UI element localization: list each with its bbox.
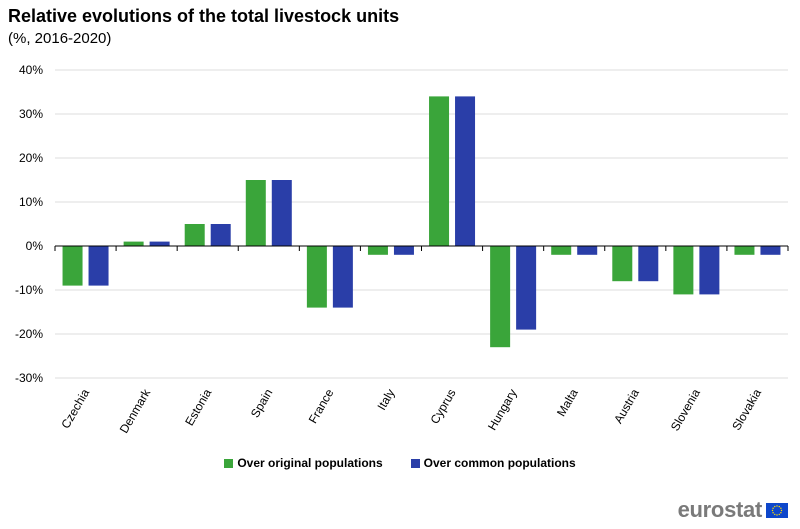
eu-star-icon [780,511,782,513]
legend: Over original populations Over common po… [0,456,800,470]
bar-common-slovenia [699,246,720,295]
bar-common-hungary [516,246,537,330]
y-tick-label: -30% [15,371,43,385]
bar-original-malta [551,246,572,255]
y-tick-label: -20% [15,327,43,341]
legend-label-original: Over original populations [237,456,383,470]
bar-common-france [332,246,353,308]
x-tick-label: Denmark [117,386,154,436]
bar-original-denmark [123,241,144,246]
legend-swatch-original [224,458,234,468]
x-tick-label: Italy [374,387,397,413]
bar-common-spain [271,180,292,246]
eu-star-icon [778,513,780,515]
eu-star-icon [772,511,774,513]
chart-title: Relative evolutions of the total livesto… [8,6,400,26]
bar-original-cyprus [429,96,450,247]
x-tick-label: Estonia [182,386,214,428]
bar-original-hungary [490,246,511,348]
eu-star-icon [774,505,776,507]
eu-star-icon [772,507,774,509]
eu-star-icon [776,504,778,507]
eu-star-icon [776,513,778,516]
legend-label-common: Over common populations [423,456,576,470]
bar-common-cyprus [455,96,476,247]
bar-common-italy [393,246,414,255]
bar-common-estonia [210,224,231,246]
bar-original-estonia [184,224,205,246]
x-tick-label: Spain [248,387,275,421]
bar-common-malta [577,246,598,255]
eurostat-logo: eurostat [678,497,788,523]
eu-star-icon [774,513,776,515]
bar-common-denmark [149,241,170,246]
eu-star-icon [780,509,783,511]
eu-star-icon [771,509,774,511]
bar-common-czechia [88,246,109,286]
x-tick-label: Hungary [485,387,520,433]
bar-common-austria [638,246,659,282]
legend-item-original: Over original populations [224,456,383,470]
x-tick-label: Cyprus [428,387,459,427]
y-tick-label: 0% [26,239,44,253]
bar-original-spain [245,180,266,246]
x-tick-label: Slovenia [668,386,703,433]
eu-flag-icon [766,502,788,518]
bar-common-slovakia [760,246,781,255]
x-tick-label: Austria [611,386,642,426]
eu-star-icon [780,507,782,509]
bar-original-slovenia [673,246,694,295]
x-tick-label: Slovakia [729,386,764,433]
x-tick-label: Czechia [58,386,92,431]
bar-original-italy [367,246,388,255]
legend-swatch-common [410,458,420,468]
legend-item-common: Over common populations [410,456,576,470]
bar-original-austria [612,246,633,282]
bar-original-france [306,246,327,308]
y-tick-label: 30% [19,107,43,121]
bar-original-czechia [62,246,83,286]
bar-original-slovakia [734,246,755,255]
chart-subtitle: (%, 2016-2020) [8,30,112,47]
x-tick-label: Malta [554,386,581,419]
y-tick-label: 40% [19,63,43,77]
eurostat-logo-text: eurostat [677,497,763,522]
x-tick-label: France [306,386,337,426]
eu-star-icon [778,505,780,507]
y-tick-label: -10% [15,283,43,297]
y-tick-label: 10% [19,195,43,209]
y-tick-label: 20% [19,151,43,165]
